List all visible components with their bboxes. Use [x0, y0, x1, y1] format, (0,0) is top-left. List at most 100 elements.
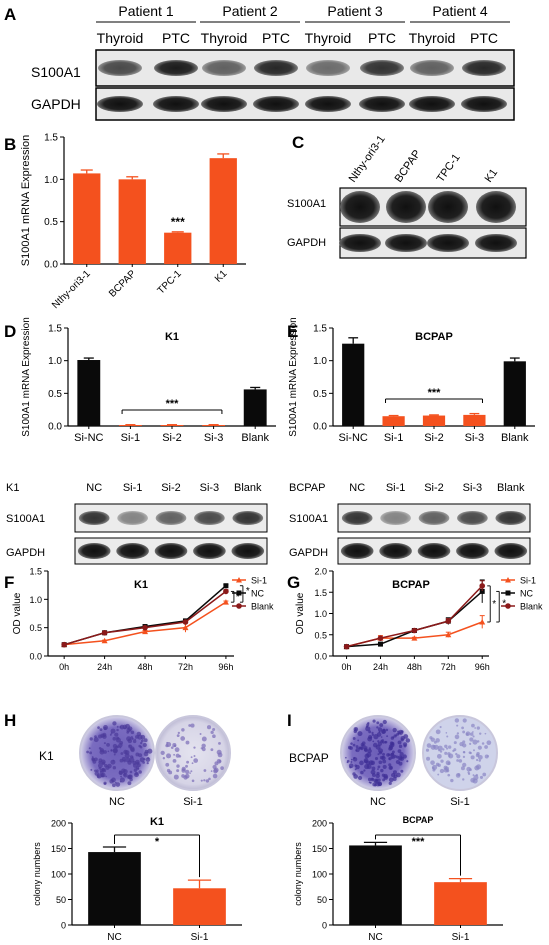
colony — [217, 752, 223, 758]
colony — [123, 759, 126, 763]
lane-label: Si-1 — [386, 482, 406, 494]
chart-title: K1 — [165, 331, 179, 343]
blot-band — [385, 234, 427, 252]
y-tick-label: 0.0 — [29, 652, 42, 662]
colony — [172, 758, 177, 763]
data-point — [142, 628, 149, 635]
blot-band — [456, 543, 489, 559]
colony — [397, 740, 402, 745]
colony — [456, 732, 460, 735]
legend-marker — [236, 577, 242, 583]
colony — [142, 742, 147, 748]
colony — [173, 744, 177, 748]
colony — [445, 732, 448, 734]
colony — [115, 782, 121, 787]
colony — [440, 759, 444, 763]
colony — [91, 756, 94, 758]
x-tick-label: 48h — [407, 662, 422, 672]
colony — [129, 746, 135, 752]
colony — [89, 737, 93, 741]
y-tick-label: 150 — [312, 844, 327, 854]
y-tick-label: 150 — [51, 844, 66, 854]
lane-label: NC — [349, 482, 365, 494]
colony — [484, 754, 489, 759]
colony — [185, 769, 190, 775]
legend-marker — [236, 603, 242, 609]
colony — [467, 771, 470, 774]
y-axis-label: colony numbers — [293, 842, 303, 906]
patient-label: Patient 2 — [222, 3, 277, 19]
colony — [466, 766, 471, 772]
dish-label: Si-1 — [183, 796, 203, 808]
y-axis-label: S100A1 mRNA Expression — [288, 317, 299, 437]
colony — [398, 761, 403, 766]
colony — [200, 779, 203, 782]
y-tick-label: 100 — [312, 870, 327, 880]
legend-label: NC — [520, 589, 533, 599]
y-tick-label: 0.5 — [44, 217, 58, 228]
significance-stars: *** — [166, 398, 180, 410]
x-tick-label: Si-NC — [339, 432, 368, 444]
series-line — [63, 585, 227, 646]
y-tick-label: 1.0 — [29, 595, 42, 605]
colony — [133, 768, 138, 772]
bar — [382, 416, 405, 426]
colony — [365, 746, 368, 749]
colony — [119, 726, 122, 728]
colony — [459, 742, 464, 747]
x-tick-label: 0h — [59, 662, 69, 672]
cell-line-label: BCPAP — [289, 482, 325, 494]
colony — [363, 769, 366, 772]
blot-band — [339, 234, 381, 252]
colony — [137, 734, 143, 740]
data-point — [479, 619, 486, 625]
x-tick-label: Si-1 — [191, 932, 209, 943]
colony — [176, 769, 180, 773]
colony — [193, 758, 199, 763]
colony — [144, 749, 149, 754]
blot-band — [341, 511, 373, 525]
colony — [381, 739, 385, 743]
colony — [114, 732, 119, 737]
colony — [112, 736, 117, 741]
colony — [173, 774, 179, 780]
data-point — [101, 629, 108, 636]
colony — [472, 735, 475, 738]
colony — [382, 752, 386, 756]
colony — [106, 743, 110, 747]
colony — [134, 772, 139, 776]
blot-band — [476, 191, 516, 223]
colony — [403, 744, 407, 748]
colony — [128, 774, 133, 780]
legend-marker — [505, 577, 511, 583]
patient-headers: Patient 1 Patient 2 Patient 3 Patient 4 — [96, 3, 510, 23]
colony — [102, 734, 107, 739]
colony — [435, 729, 441, 735]
colony — [472, 739, 478, 745]
patient-label: Patient 1 — [118, 3, 173, 19]
y-tick-label: 200 — [312, 819, 327, 829]
colony — [348, 745, 352, 750]
lane-label: PTC — [470, 30, 498, 46]
colony — [374, 783, 377, 787]
x-tick-label: K1 — [213, 268, 230, 285]
panel-letter-h: H — [4, 711, 16, 730]
colony — [193, 746, 196, 749]
colony — [377, 768, 379, 771]
x-tick-label: Si-2 — [424, 432, 444, 444]
colony — [455, 752, 458, 756]
colony — [388, 757, 391, 760]
colony — [118, 743, 123, 748]
colony — [350, 742, 353, 745]
blot-band — [386, 191, 426, 223]
legend-marker — [236, 590, 242, 596]
colony — [138, 753, 143, 758]
y-tick-label: 1.5 — [313, 324, 327, 335]
significance-stars: *** — [428, 387, 442, 399]
lane-label: Si-3 — [463, 482, 483, 494]
y-tick-label: 0.5 — [48, 389, 62, 400]
panel-letter-e: E — [287, 322, 298, 341]
bar — [88, 852, 141, 925]
colony — [146, 761, 149, 765]
blot-band — [254, 60, 298, 76]
